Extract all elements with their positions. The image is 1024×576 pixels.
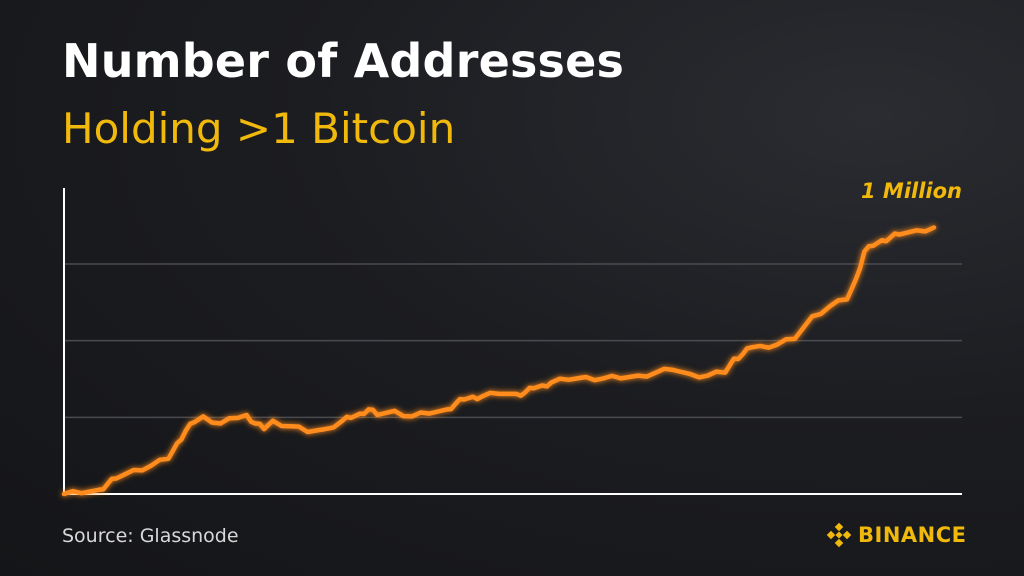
binance-logo-icon [826, 522, 852, 548]
series-line [61, 225, 937, 497]
gridlines [64, 263, 962, 419]
brand-name: BINANCE [858, 523, 967, 547]
chart-subtitle: Holding >1 Bitcoin [62, 104, 456, 153]
chart-title: Number of Addresses [62, 34, 625, 88]
annotation-label: 1 Million [861, 179, 962, 203]
brand-logo: BINANCE [826, 522, 966, 548]
source-label: Source: Glassnode [62, 525, 239, 547]
